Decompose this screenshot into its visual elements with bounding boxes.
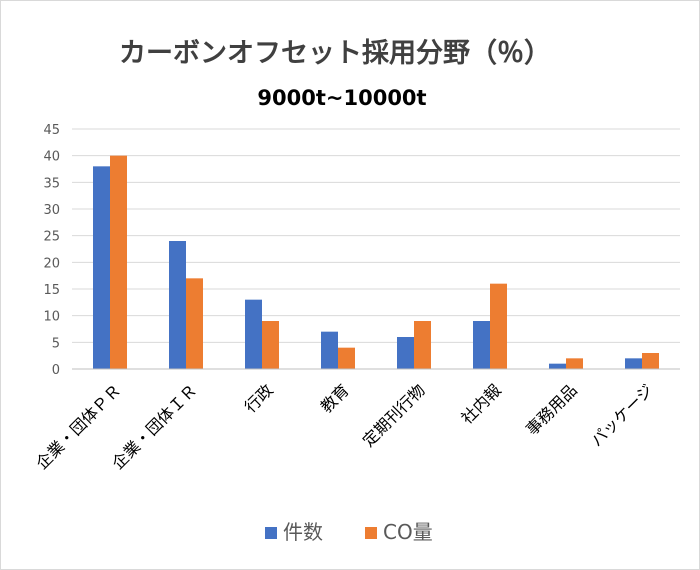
bar-count-1 [169,241,186,369]
y-tick-label: 10 [43,310,60,325]
y-tick-label: 15 [43,283,60,298]
legend-swatch [365,527,377,539]
bar-co2-0 [110,155,127,369]
y-tick-label: 45 [43,123,60,138]
y-tick-label: 5 [52,336,60,351]
y-tick-label: 40 [43,150,60,165]
legend-label: 件数 [283,520,323,544]
bar-co2-5 [490,283,507,369]
y-tick-label: 20 [43,256,60,271]
bar-co2-7 [642,353,659,369]
bar-co2-2 [262,321,279,369]
bar-count-2 [245,299,262,369]
bar-count-3 [321,331,338,369]
bar-count-6 [549,363,566,369]
y-tick-label: 35 [43,176,60,191]
y-tick-label: 0 [52,363,60,378]
legend: 件数 CO量 [265,520,433,544]
bar-count-7 [625,358,642,369]
legend-label: CO量 [383,520,433,544]
chart-subtitle: 9000t~10000t [257,86,426,110]
bar-co2-3 [338,347,355,369]
chart-title: カーボンオフセット採用分野（％） [119,38,551,69]
bar-co2-4 [414,321,431,369]
bar-count-5 [473,321,490,369]
bar-count-0 [93,166,110,369]
bar-co2-1 [186,278,203,369]
bar-count-4 [397,337,414,369]
y-tick-label: 30 [43,203,60,218]
bars [93,155,659,369]
bar-co2-6 [566,358,583,369]
legend-swatch [265,527,277,539]
y-axis-ticks: 0 5 10 15 20 25 30 35 40 45 [43,123,60,378]
y-tick-label: 25 [43,230,60,245]
